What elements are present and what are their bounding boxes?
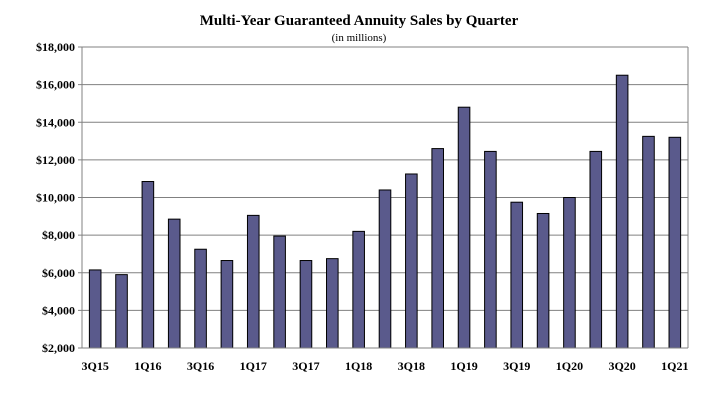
x-tick-label: 1Q19 xyxy=(450,359,477,373)
y-tick-label: $4,000 xyxy=(42,303,75,317)
y-tick-label: $14,000 xyxy=(36,115,75,129)
bar-1Q20 xyxy=(563,197,576,349)
y-tick-label: $12,000 xyxy=(36,153,75,167)
bar-1Q19 xyxy=(457,106,471,349)
y-tick-label: $10,000 xyxy=(36,191,75,205)
x-axis-ticks: 3Q15 1Q16 3Q16 1Q17 3Q17 1Q18 3Q18 1Q19 3Q19 1Q20… xyxy=(82,359,689,373)
x-tick-label: 3Q17 xyxy=(292,359,319,373)
bar-1Q17 xyxy=(246,214,260,349)
bar-3Q17 xyxy=(299,260,313,349)
bar-3Q19 xyxy=(510,201,524,349)
bars xyxy=(88,74,682,349)
x-tick-label: 1Q17 xyxy=(240,359,267,373)
bar-2Q16 xyxy=(167,218,181,349)
bar-2Q18 xyxy=(378,189,392,349)
y-tick-label: $2,000 xyxy=(42,341,75,355)
y-tick-label: $8,000 xyxy=(42,228,75,242)
x-tick-label: 1Q21 xyxy=(661,359,688,373)
chart-subtitle: (in millions) xyxy=(332,32,387,44)
bar-3Q18 xyxy=(405,173,418,349)
bar-4Q17 xyxy=(326,258,339,349)
chart-title: Multi-Year Guaranteed Annuity Sales by Q… xyxy=(200,13,519,29)
bar-4Q18 xyxy=(431,148,444,349)
bar-4Q20 xyxy=(642,135,655,349)
x-tick-label: 3Q18 xyxy=(398,359,425,373)
bar-1Q18 xyxy=(352,230,365,349)
bar-4Q19 xyxy=(536,212,550,349)
y-tick-label: $18,000 xyxy=(36,40,75,54)
bar-3Q20 xyxy=(615,74,629,349)
x-tick-label: 3Q16 xyxy=(187,359,214,373)
bar-4Q16 xyxy=(220,260,234,349)
bar-1Q21 xyxy=(668,136,682,349)
bar-3Q16 xyxy=(194,248,207,349)
bar-3Q15 xyxy=(88,269,102,349)
bar-2Q17 xyxy=(273,235,286,349)
axes xyxy=(81,47,689,349)
x-tick-label: 1Q20 xyxy=(556,359,583,373)
y-tick-label: $6,000 xyxy=(42,266,75,280)
bar-4Q15 xyxy=(115,274,128,349)
bar-2Q20 xyxy=(589,150,603,349)
x-tick-label: 3Q19 xyxy=(503,359,530,373)
y-tick-label: $16,000 xyxy=(36,78,75,92)
x-tick-label: 3Q15 xyxy=(82,359,109,373)
x-tick-label: 1Q16 xyxy=(134,359,161,373)
y-axis-ticks: $2,000 $4,000 $6,000 $8,000 $10,000 $12,000 $1… xyxy=(36,40,82,355)
bar-1Q16 xyxy=(141,181,155,349)
x-tick-label: 1Q18 xyxy=(345,359,372,373)
x-tick-label: 3Q20 xyxy=(608,359,635,373)
bar-2Q19 xyxy=(484,150,497,349)
